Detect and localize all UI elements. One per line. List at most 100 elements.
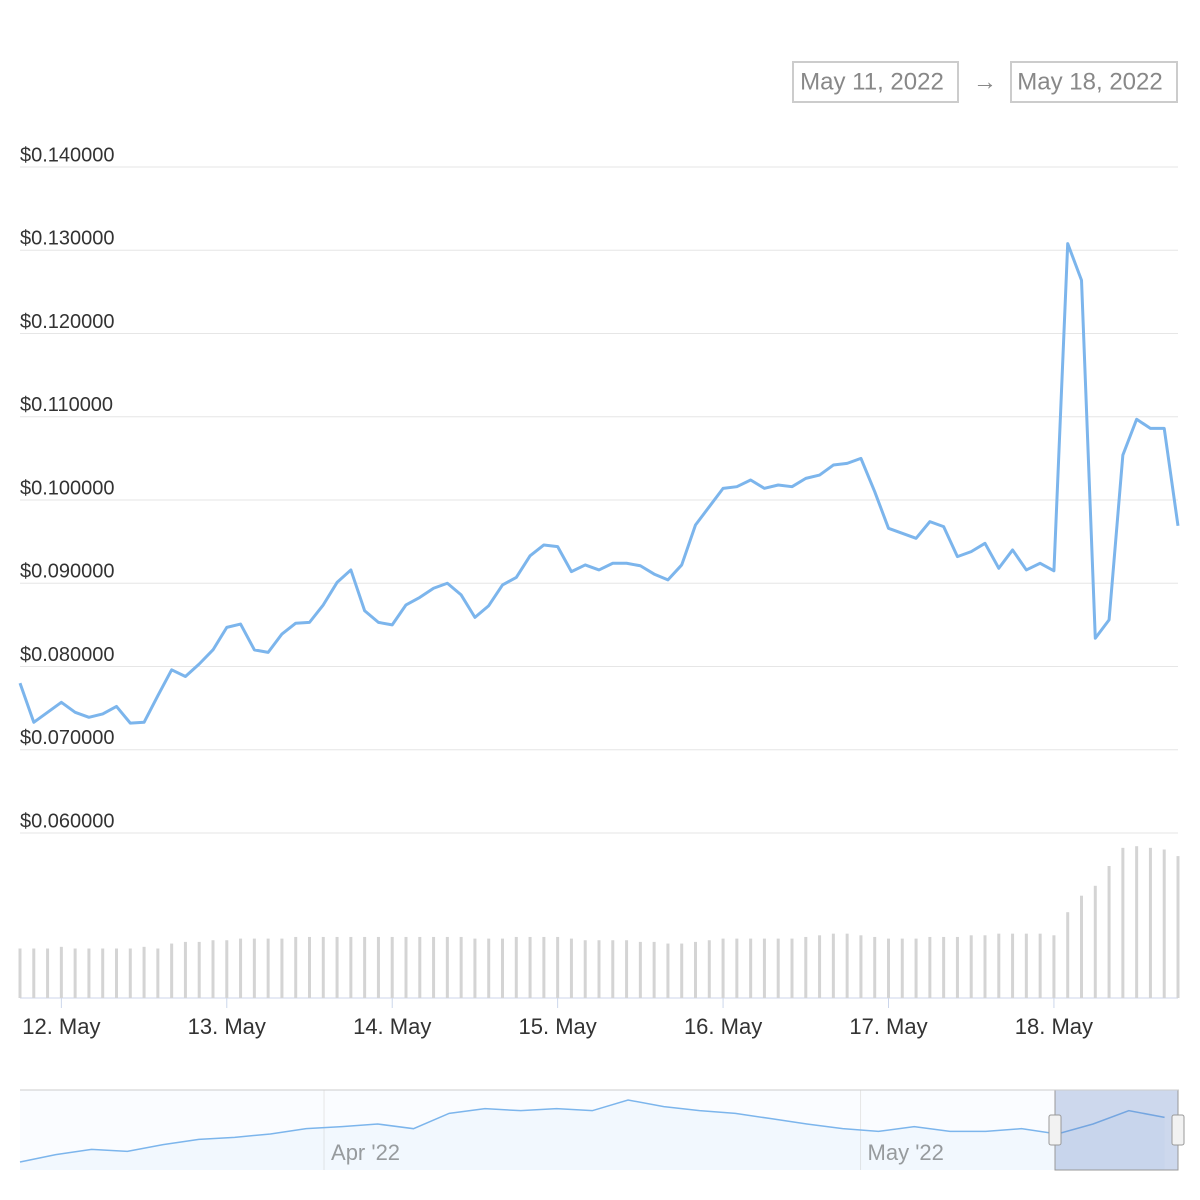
x-tick-label: 14. May: [353, 1014, 431, 1039]
volume-bar: [170, 943, 174, 998]
volume-bar: [900, 938, 904, 998]
volume-bar: [1107, 866, 1111, 998]
volume-bar: [955, 936, 959, 998]
to-date-input[interactable]: [1010, 61, 1178, 103]
volume-bar: [666, 943, 670, 998]
volume-bar: [390, 936, 394, 998]
volume-bar: [418, 936, 422, 998]
y-tick-label: $0.070000: [20, 727, 115, 749]
volume-bar: [142, 946, 146, 998]
volume-bar: [625, 940, 629, 998]
y-tick-label: $0.140000: [20, 144, 115, 166]
volume-bar: [280, 938, 284, 998]
volume-bar: [473, 938, 477, 998]
volume-bar: [1066, 912, 1070, 998]
volume-bar: [308, 936, 311, 998]
y-tick-label: $0.130000: [20, 228, 115, 250]
navigator-tick-label: Apr '22: [331, 1140, 400, 1165]
volume-bar: [1011, 933, 1015, 998]
y-tick-label: $0.060000: [20, 810, 115, 832]
volume-bar: [859, 935, 863, 998]
volume-bar: [873, 936, 877, 998]
volume-bar: [156, 948, 160, 998]
volume-bar: [1052, 935, 1056, 998]
volume-bar: [721, 938, 725, 998]
volume-bar: [501, 938, 505, 998]
volume-bar: [707, 940, 711, 998]
volume-bar: [556, 936, 560, 998]
volume-bar: [790, 938, 794, 998]
volume-bar: [776, 938, 780, 998]
volume-bar: [1162, 849, 1166, 998]
volume-bar: [1038, 933, 1042, 998]
volume-bar: [1135, 846, 1139, 998]
x-tick-label: 16. May: [684, 1014, 762, 1039]
volume-bar: [969, 935, 973, 998]
volume-bar: [266, 938, 270, 998]
y-tick-label: $0.120000: [20, 311, 115, 333]
navigator-mask[interactable]: [1054, 1089, 1179, 1171]
navigator-tick-label: May '22: [868, 1140, 944, 1165]
volume-bar: [404, 936, 408, 998]
x-tick-label: 13. May: [188, 1014, 266, 1039]
volume-bar: [569, 938, 573, 998]
volume-bar: [1080, 895, 1084, 998]
volume-bar: [349, 936, 353, 998]
volume-bar: [1148, 847, 1152, 998]
volume-bar: [183, 941, 187, 998]
volume-bar: [252, 938, 256, 998]
from-date-input[interactable]: [792, 61, 959, 103]
volume-bar: [997, 933, 1001, 998]
volume-bar: [211, 940, 215, 998]
volume-bar: [363, 936, 367, 998]
range-arrow: →: [973, 68, 997, 95]
navigator-area: [20, 1100, 1165, 1170]
x-tick-label: 12. May: [22, 1014, 100, 1039]
volume-bar: [845, 933, 849, 998]
volume-bar: [928, 936, 932, 998]
volume-bar: [376, 936, 380, 998]
volume-bar: [762, 938, 766, 998]
volume-bar: [459, 936, 463, 998]
volume-bar: [983, 935, 987, 998]
to-date[interactable]: May 18, 2022: [1017, 68, 1162, 95]
volume-bar: [321, 936, 325, 998]
volume-bar: [818, 935, 822, 998]
y-tick-label: $0.080000: [20, 644, 115, 666]
volume-bar: [59, 946, 63, 998]
volume-bar: [680, 943, 684, 998]
price-line: [18, 242, 1180, 725]
from-date[interactable]: May 11, 2022: [800, 68, 944, 95]
volume-bar: [831, 933, 835, 998]
volume-bar: [749, 938, 753, 998]
volume-bar: [114, 948, 118, 998]
volume-bar: [528, 936, 532, 998]
volume-bar: [1093, 885, 1097, 998]
volume-bar: [611, 940, 615, 998]
volume-bar: [101, 948, 105, 998]
volume-bar: [597, 940, 601, 998]
volume-bar: [942, 936, 946, 998]
volume-bar: [514, 936, 518, 998]
volume-bar: [735, 938, 739, 998]
x-tick-label: 18. May: [1015, 1014, 1093, 1039]
x-tick-label: 15. May: [519, 1014, 597, 1039]
volume-bar: [804, 936, 808, 998]
navigator-handle-left[interactable]: [1048, 1114, 1062, 1146]
volume-bar: [432, 936, 436, 998]
volume-bar: [73, 948, 77, 998]
y-tick-label: $0.110000: [20, 394, 113, 416]
volume-bar: [197, 941, 201, 998]
volume-bar: [87, 948, 91, 998]
y-tick-label: $0.100000: [20, 477, 115, 499]
volume-bar: [583, 940, 587, 998]
y-tick-label: $0.090000: [20, 561, 115, 583]
volume-bar: [128, 948, 132, 998]
volume-bar: [693, 941, 697, 998]
volume-bar: [32, 948, 36, 998]
navigator-handle-right[interactable]: [1171, 1114, 1185, 1146]
volume-bar: [46, 948, 50, 998]
volume-bar: [652, 941, 656, 998]
x-tick-label: 17. May: [849, 1014, 927, 1039]
